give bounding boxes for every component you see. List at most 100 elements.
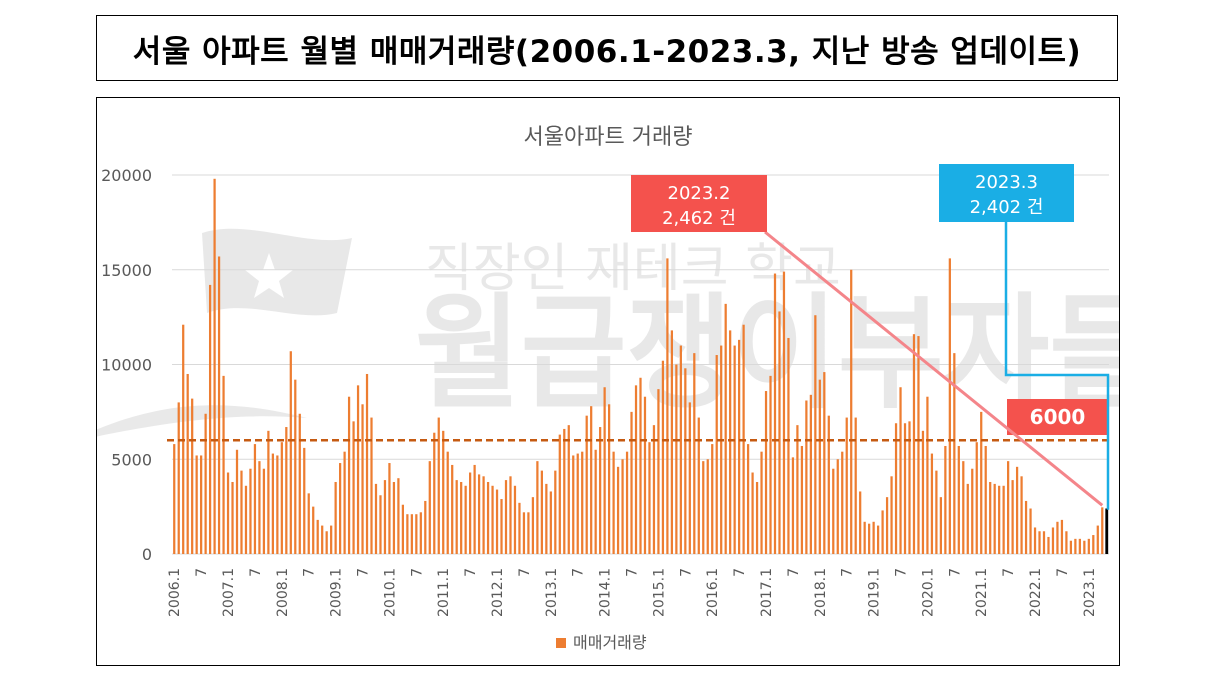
bar xyxy=(679,345,682,554)
bar xyxy=(513,485,517,554)
bar xyxy=(191,398,194,554)
bar xyxy=(469,472,472,554)
bar xyxy=(379,495,382,554)
bar xyxy=(832,468,835,554)
bar xyxy=(1024,500,1028,554)
bar xyxy=(334,481,337,554)
bar xyxy=(365,373,369,554)
annotation-line1: 2023.3 xyxy=(975,172,1038,193)
bar xyxy=(1038,531,1041,554)
bar xyxy=(271,453,274,554)
bar xyxy=(231,481,234,554)
bar xyxy=(177,402,180,554)
bar xyxy=(944,445,947,554)
bar xyxy=(554,470,557,554)
bar xyxy=(890,476,893,554)
bar xyxy=(464,485,467,554)
bar xyxy=(1078,538,1081,554)
watermark-star-icon xyxy=(245,253,293,298)
bar xyxy=(294,379,297,554)
bar xyxy=(684,368,687,554)
header-box: 서울 아파트 월별 매매거래량(2006.1-2023.3, 지난 방송 업데이… xyxy=(96,15,1118,81)
x-tick-label: 7 xyxy=(678,568,694,577)
bar xyxy=(280,442,283,554)
bar xyxy=(339,463,342,554)
bar xyxy=(782,271,786,554)
bar xyxy=(289,351,292,554)
bar xyxy=(321,525,324,554)
bar xyxy=(850,269,853,554)
x-tick-label: 7 xyxy=(840,568,856,577)
bar xyxy=(558,434,561,554)
bar xyxy=(908,421,911,554)
bar xyxy=(527,512,530,554)
bar xyxy=(818,379,821,554)
bar xyxy=(715,355,718,554)
bar xyxy=(455,480,458,554)
bar xyxy=(374,483,378,554)
bar xyxy=(652,425,656,554)
bar xyxy=(607,404,611,554)
bar xyxy=(769,375,772,554)
bar xyxy=(370,417,373,554)
bar xyxy=(720,345,723,554)
bar xyxy=(1087,538,1090,554)
bar xyxy=(845,417,848,554)
bar xyxy=(1011,480,1014,554)
x-tick-label: 7 xyxy=(463,568,479,577)
bar xyxy=(809,394,812,554)
bar xyxy=(200,455,203,554)
bar xyxy=(670,330,674,554)
bar xyxy=(303,447,306,554)
x-tick-label: 7 xyxy=(786,568,802,577)
bar xyxy=(639,377,642,554)
bar xyxy=(397,478,400,554)
bar xyxy=(675,364,678,554)
bar xyxy=(625,451,629,554)
x-axis: 2006.1 7 2007.1 7 2008.1 7 2009.1 7 2010.1 7 2011.… xyxy=(167,568,1098,617)
x-tick-label: 7 xyxy=(356,568,372,577)
bar xyxy=(805,400,808,554)
bar xyxy=(764,391,768,554)
bar xyxy=(697,417,700,554)
bar xyxy=(585,415,588,554)
bar xyxy=(894,423,898,554)
bar xyxy=(460,481,463,554)
bar xyxy=(446,451,449,554)
bar xyxy=(482,476,485,554)
bar xyxy=(437,417,440,554)
bar xyxy=(249,468,252,554)
x-tick-label: 7 xyxy=(625,568,641,577)
bar xyxy=(953,353,956,554)
bar xyxy=(545,483,548,554)
page-title: 서울 아파트 월별 매매거래량(2006.1-2023.3, 지난 방송 업데이… xyxy=(132,33,1082,70)
chart-title: 서울아파트 거래량 xyxy=(524,125,693,150)
bar xyxy=(1074,538,1077,554)
x-tick-label: 7 xyxy=(947,568,963,577)
bar xyxy=(491,485,494,554)
annotation-box xyxy=(939,164,1074,222)
bar xyxy=(823,372,826,554)
bar xyxy=(433,432,436,554)
x-tick-label: 7 xyxy=(248,568,264,577)
bar xyxy=(1105,508,1109,554)
annotation-line2: 2,462 건 xyxy=(662,208,736,229)
bar xyxy=(841,451,844,554)
bar xyxy=(773,273,777,554)
bar xyxy=(634,385,638,554)
bar xyxy=(930,453,934,554)
bar xyxy=(787,337,790,554)
bar xyxy=(998,485,1001,554)
bar xyxy=(1047,536,1050,554)
bar xyxy=(473,464,476,554)
watermark: 직장인 재테크 학교 월급쟁이부자들 xyxy=(97,228,1119,437)
x-tick-label: 2008.1 xyxy=(275,568,291,617)
bar xyxy=(724,303,727,554)
bar xyxy=(253,444,257,554)
y-axis: 0 5000 10000 15000 20000 xyxy=(101,166,152,564)
bar xyxy=(643,396,647,554)
legend: 매매거래량 xyxy=(556,633,647,652)
bar xyxy=(711,444,714,554)
bar xyxy=(536,461,539,554)
bar xyxy=(876,525,880,554)
